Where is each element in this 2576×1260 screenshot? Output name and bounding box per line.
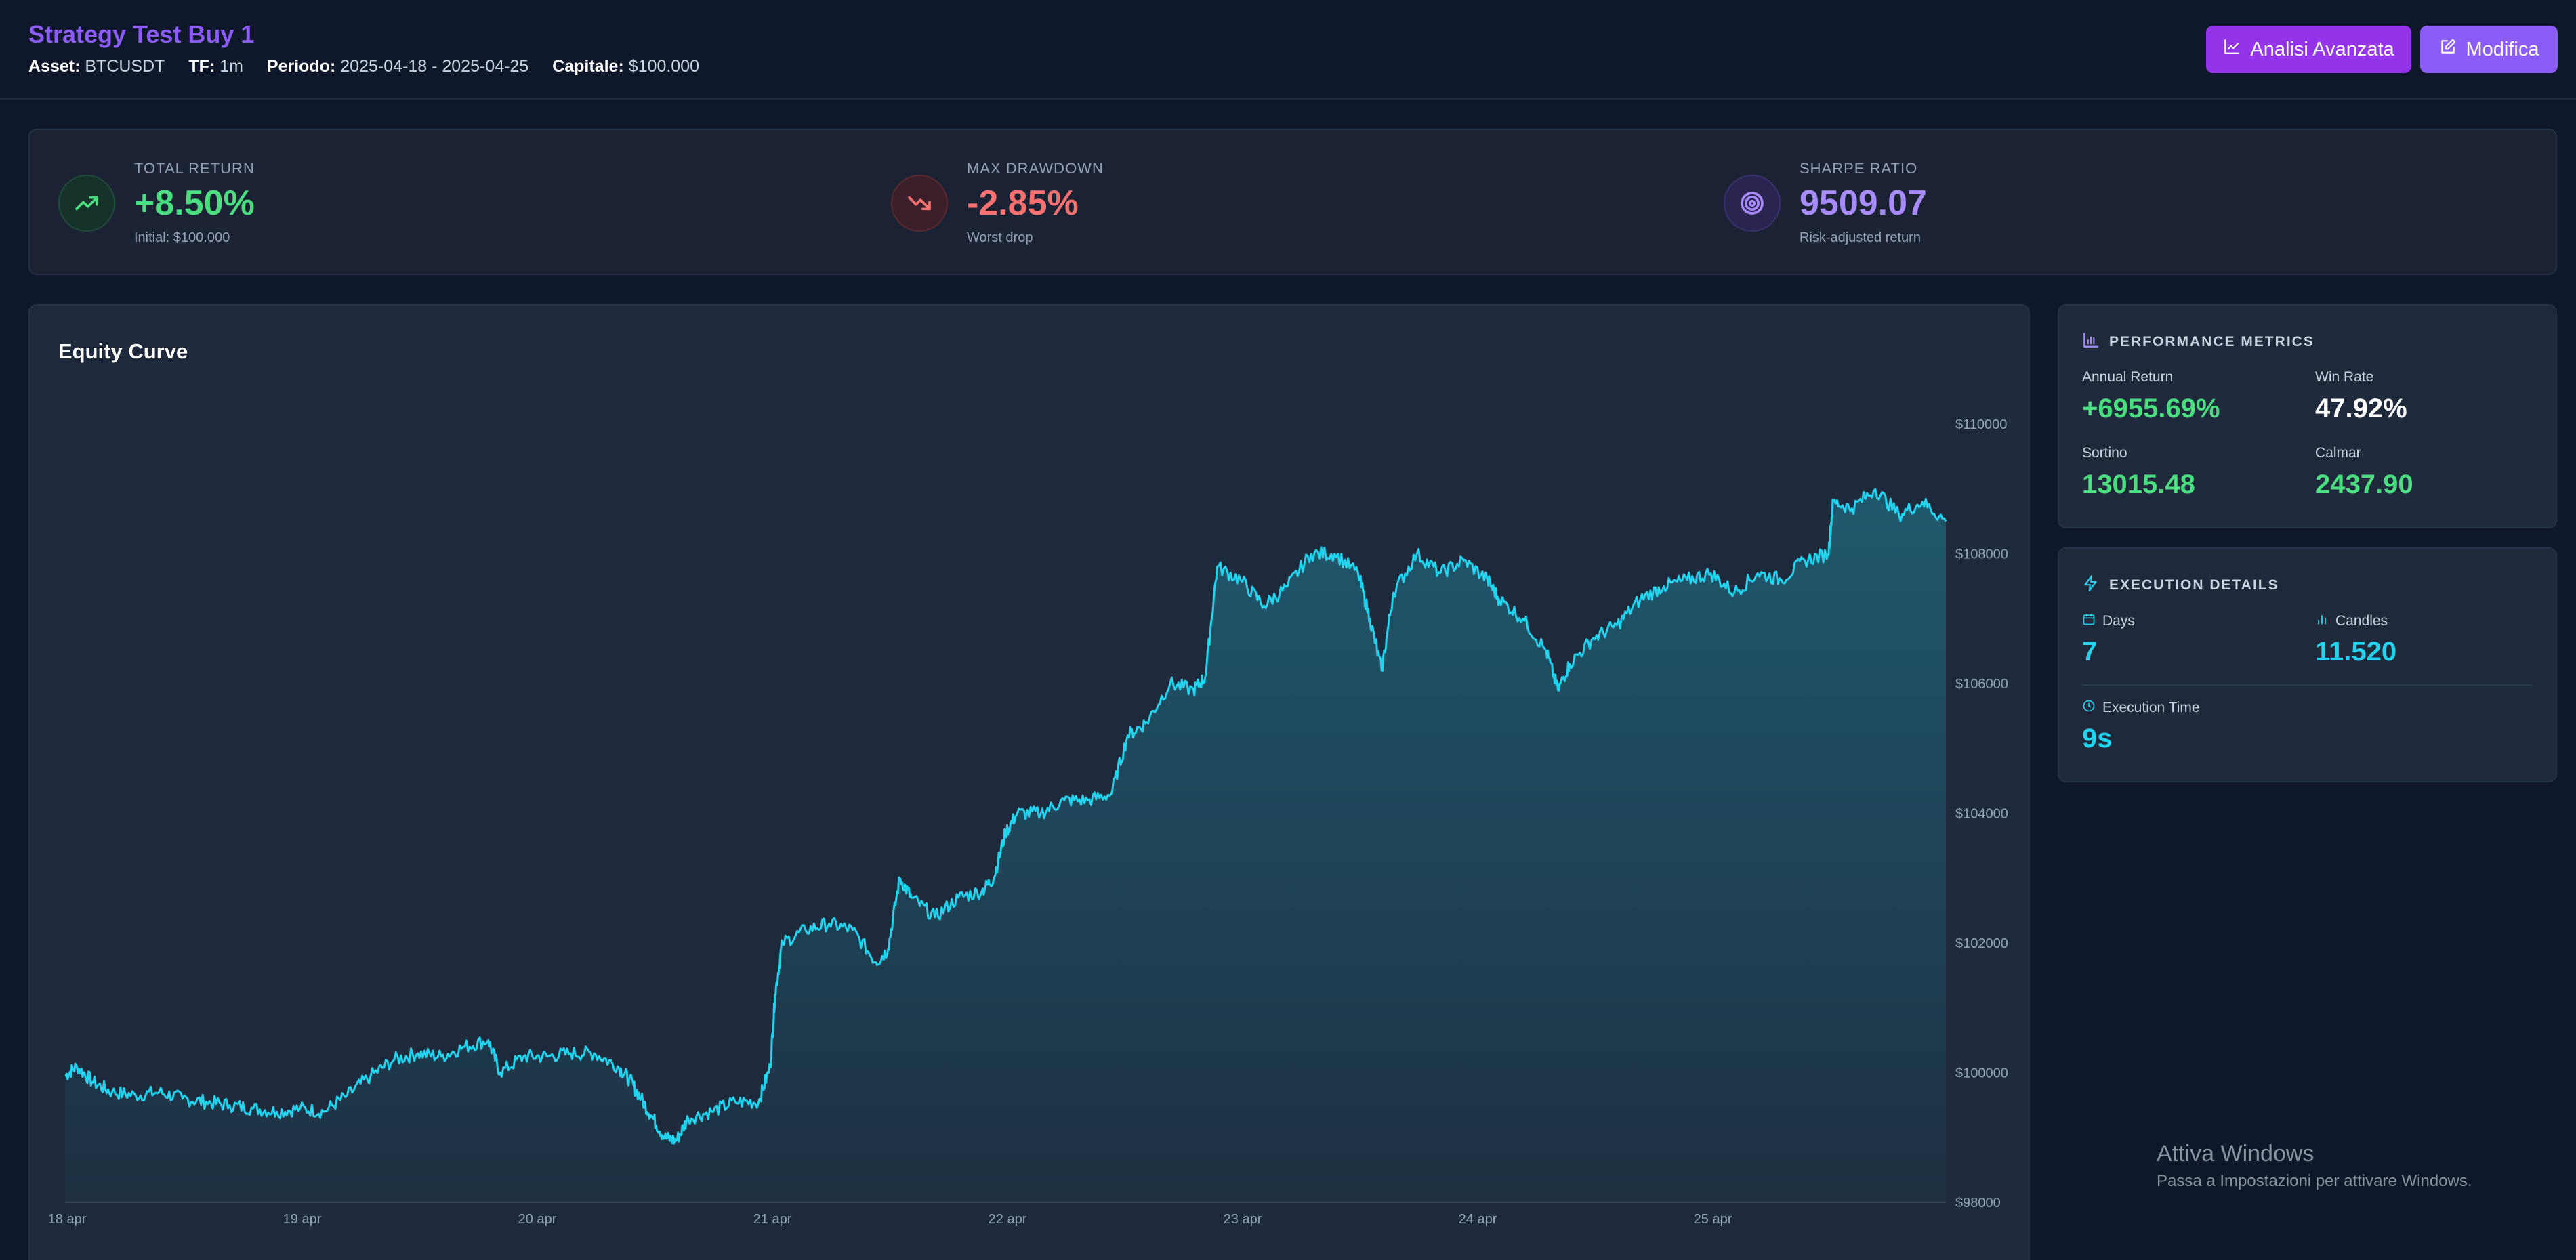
bar-chart-icon [2082,331,2100,353]
analisi-avanzata-button[interactable]: Analisi Avanzata [2206,26,2411,73]
strategy-meta: Asset: BTCUSDT TF: 1m Periodo: 2025-04-1… [28,57,718,77]
total-return-value: +8.50% [134,184,255,223]
calendar-icon [2082,612,2096,630]
capitale-key: Capitale: [552,57,624,76]
x-tick-label: 18 apr [48,1212,87,1227]
performance-metrics-card: PERFORMANCE METRICS Annual Return +6955.… [2058,304,2557,528]
x-tick-label: 19 apr [283,1212,322,1227]
sortino-label: Sortino [2082,445,2127,461]
execution-time-value: 9s [2082,723,2113,753]
annual-return-label: Annual Return [2082,369,2174,385]
win-rate-label: Win Rate [2315,369,2374,385]
windows-activation-subtitle: Passa a Impostazioni per attivare Window… [2157,1172,2472,1190]
total-return-sub: Initial: $100.000 [134,230,230,245]
execution-time-label-group: Execution Time [2082,699,2200,717]
days-label: Days [2102,613,2135,629]
trending-up-icon [58,175,115,232]
x-tick-label: 23 apr [1224,1212,1262,1227]
x-tick-label: 20 apr [518,1212,557,1227]
equity-line [64,488,1947,1145]
y-tick-label: $98000 [1955,1196,2001,1211]
sharpe-ratio-label: SHARPE RATIO [1800,160,1918,177]
windows-activation-title: Attiva Windows [2157,1141,2314,1167]
total-return-label: TOTAL RETURN [134,160,255,177]
trending-down-icon [891,175,948,232]
page-header: Strategy Test Buy 1 Asset: BTCUSDT TF: 1… [0,0,2576,100]
kpi-panel: TOTAL RETURN +8.50% Initial: $100.000 MA… [28,129,2557,275]
modifica-button[interactable]: Modifica [2420,26,2558,73]
days-value: 7 [2082,637,2098,667]
max-drawdown-value: -2.85% [967,184,1079,223]
win-rate-value: 47.92% [2315,394,2407,423]
execution-details-title: EXECUTION DETAILS [2109,577,2279,593]
days-label-group: Days [2082,612,2135,630]
edit-icon [2439,38,2457,61]
candles-value: 11.520 [2315,637,2397,667]
max-drawdown-sub: Worst drop [967,230,1033,245]
capitale-value: $100.000 [628,57,700,76]
equity-curve-card: Equity Curve $98000 $100000 $102000 $104000… [28,304,2030,1260]
execution-time-label: Execution Time [2102,700,2200,715]
y-tick-label: $100000 [1955,1066,2008,1081]
x-tick-label: 21 apr [753,1212,792,1227]
sortino-value: 13015.48 [2082,469,2195,499]
annual-return-value: +6955.69% [2082,394,2220,423]
y-tick-label: $110000 [1955,417,2007,432]
sharpe-ratio-sub: Risk-adjusted return [1800,230,1921,245]
y-tick-label: $104000 [1955,807,2008,822]
modifica-label: Modifica [2466,38,2539,60]
candles-label: Candles [2335,613,2388,629]
candles-icon [2315,612,2329,630]
execution-details-card: EXECUTION DETAILS Days 7 Candles 11.520 … [2058,547,2557,782]
x-tick-label: 22 apr [989,1212,1027,1227]
lightning-icon [2082,574,2100,596]
asset-key: Asset: [28,57,81,76]
target-icon [1724,175,1781,232]
y-tick-label: $106000 [1955,677,2008,692]
page-title: Strategy Test Buy 1 [28,20,255,48]
chart-title: Equity Curve [58,339,188,363]
equity-curve-chart[interactable]: $98000 $100000 $102000 $104000 $106000 $10800… [30,306,2030,1260]
calmar-label: Calmar [2315,445,2361,461]
x-tick-label: 24 apr [1459,1212,1497,1227]
asset-value: BTCUSDT [85,57,165,76]
execution-divider [2082,684,2533,686]
candles-label-group: Candles [2315,612,2388,630]
execution-details-header: EXECUTION DETAILS [2082,574,2279,596]
performance-metrics-header: PERFORMANCE METRICS [2082,331,2314,353]
tf-value: 1m [220,57,243,76]
performance-metrics-title: PERFORMANCE METRICS [2109,334,2314,350]
clock-icon [2082,699,2096,717]
max-drawdown-label: MAX DRAWDOWN [967,160,1104,177]
y-tick-label: $108000 [1955,547,2008,562]
tf-key: TF: [188,57,215,76]
analisi-avanzata-label: Analisi Avanzata [2250,38,2394,60]
periodo-value: 2025-04-18 - 2025-04-25 [340,57,529,76]
periodo-key: Periodo: [266,57,336,76]
line-chart-icon [2223,38,2241,61]
sharpe-ratio-value: 9509.07 [1800,184,1927,223]
x-tick-label: 25 apr [1694,1212,1732,1227]
y-tick-label: $102000 [1955,936,2008,951]
equity-area [65,488,1946,1202]
calmar-value: 2437.90 [2315,469,2413,499]
